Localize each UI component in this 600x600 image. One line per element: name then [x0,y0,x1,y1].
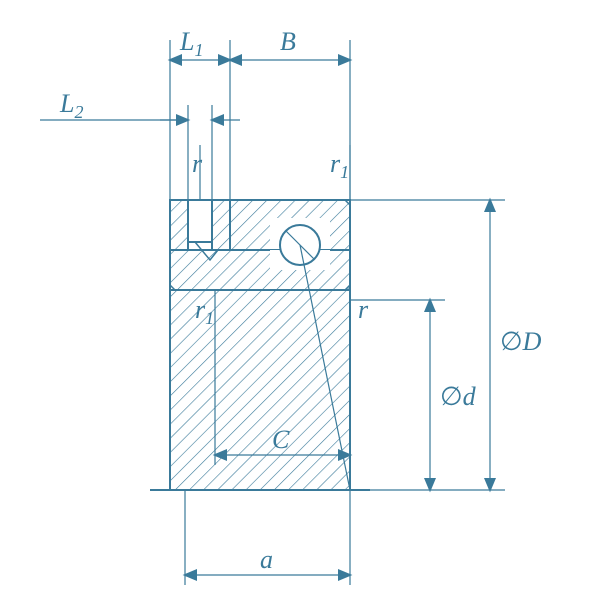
label-C: C [272,425,290,454]
label-L2: L2 [59,89,83,122]
label-a: a [260,545,273,574]
label-r1-top: r1 [330,149,349,182]
label-r-right: r [358,295,369,324]
label-B: B [280,27,296,56]
label-d: ∅d [440,382,477,411]
label-L1: L1 [179,27,203,60]
bearing-diagram: L1 B L2 r r1 r1 r C a ∅D ∅d [0,0,600,600]
label-r-top: r [192,149,203,178]
label-D: ∅D [500,327,542,356]
